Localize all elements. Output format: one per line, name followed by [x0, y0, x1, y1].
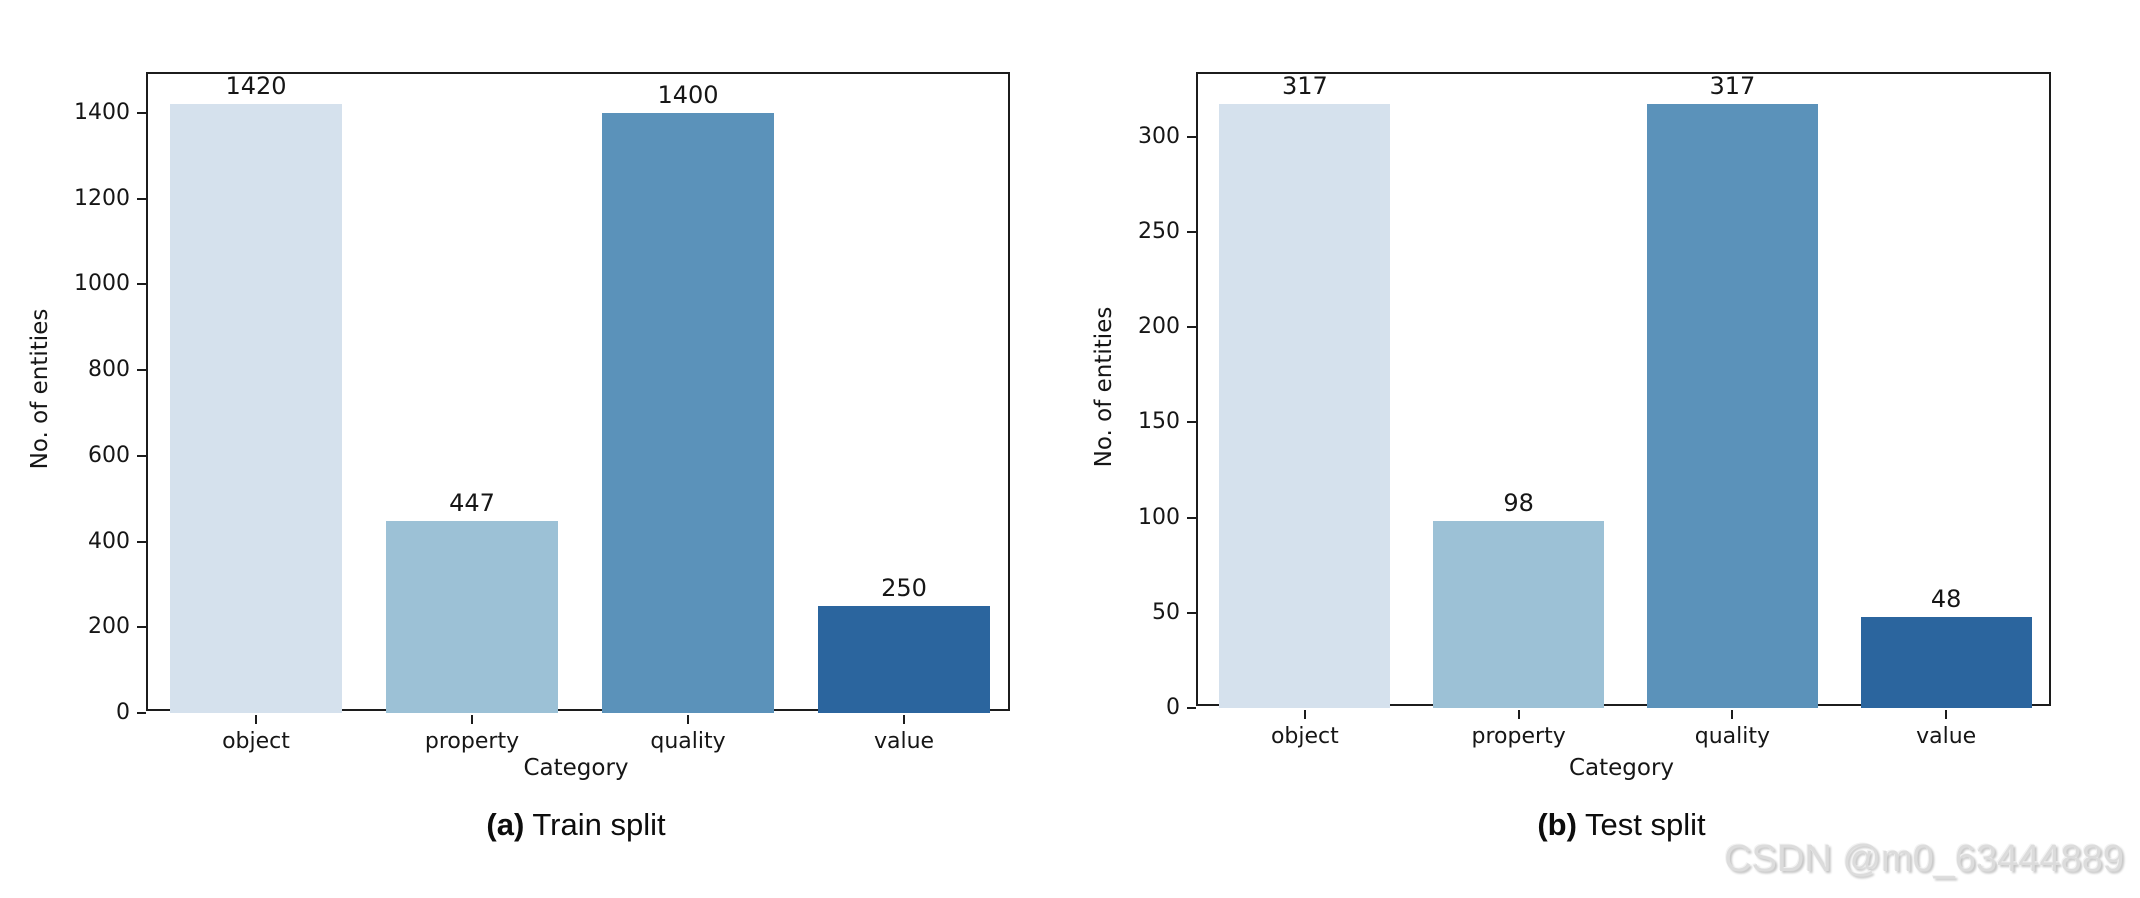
train-split-chart: 0 200 400 600 800 1000 1200 1400 1420 object 447 pr…: [74, 72, 1010, 754]
y-tick-mark: [137, 112, 146, 114]
x-tick-label-property: property: [424, 729, 520, 754]
y-tick-label: 800: [88, 357, 130, 383]
x-tick-label-quality: quality: [1694, 724, 1770, 749]
train-y-axis-label: No. of entities: [27, 308, 53, 470]
y-tick-label: 0: [116, 700, 130, 725]
bar-value-label-property: 447: [449, 489, 495, 518]
bar-value: [817, 605, 991, 713]
y-tick-mark: [137, 197, 146, 200]
y-tick-mark: [137, 454, 146, 457]
bar-value: [1860, 616, 2032, 708]
x-tick-label-value: value: [1916, 724, 1977, 749]
y-tick-label: 150: [1138, 409, 1180, 435]
bar-object: [169, 104, 343, 713]
test-caption-text: Test split: [1585, 807, 1706, 842]
test-split-chart: 0 50 100 150 200 250 300 317 object 98 property 317…: [1138, 72, 2051, 749]
bar-quality: [1646, 104, 1818, 708]
y-tick-mark: [1187, 611, 1196, 614]
y-tick-mark: [137, 283, 146, 286]
bar-property: [1433, 521, 1605, 708]
x-tick-label-property: property: [1471, 724, 1566, 749]
test-caption-marker: (b): [1537, 807, 1577, 842]
x-tick-label-value: value: [873, 729, 935, 754]
y-tick-mark: [1187, 326, 1196, 329]
bar-property: [385, 521, 559, 713]
x-tick-mark: [1731, 710, 1734, 719]
bar-value-label-object: 1420: [225, 72, 287, 101]
y-tick-mark: [1187, 421, 1196, 424]
y-tick-label: 200: [1138, 314, 1180, 340]
test-y-axis-label: No. of entities: [1091, 306, 1117, 468]
x-tick-mark: [471, 715, 473, 724]
y-tick-label: 600: [88, 442, 130, 468]
y-tick-label: 1400: [74, 100, 130, 125]
train-caption-marker: (a): [486, 807, 525, 842]
bar-object: [1219, 104, 1391, 708]
y-tick-mark: [137, 626, 146, 629]
test-caption: (b) Test split: [1196, 806, 2047, 844]
y-tick-label: 200: [88, 614, 130, 640]
y-tick-mark: [1187, 231, 1196, 234]
y-tick-mark: [1187, 135, 1196, 138]
x-tick-mark: [255, 715, 257, 724]
bar-value-label-object: 317: [1281, 72, 1328, 101]
bar-value-label-quality: 317: [1709, 72, 1756, 101]
bar-quality: [601, 113, 775, 713]
csdn-watermark: CSDN @m0_63444889: [1724, 838, 2124, 880]
x-tick-mark: [903, 715, 905, 724]
y-tick-mark: [137, 712, 146, 714]
x-tick-mark: [1945, 710, 1948, 719]
test-x-axis-label: Category: [1568, 755, 1675, 781]
x-tick-mark: [1517, 710, 1520, 719]
x-tick-mark: [1303, 710, 1306, 719]
bar-value-label-value: 250: [881, 573, 927, 602]
y-tick-mark: [137, 540, 146, 543]
y-tick-label: 400: [88, 528, 130, 554]
x-tick-label-object: object: [1270, 724, 1339, 749]
y-tick-mark: [137, 369, 146, 372]
y-tick-mark: [1187, 707, 1196, 709]
x-tick-label-object: object: [222, 729, 290, 754]
train-x-axis-label: Category: [523, 755, 629, 781]
bar-value-label-quality: 1400: [657, 81, 719, 109]
y-tick-label: 300: [1138, 123, 1180, 149]
y-tick-label: 50: [1152, 599, 1180, 625]
y-tick-label: 0: [1166, 695, 1180, 720]
y-tick-label: 250: [1138, 219, 1180, 245]
train-caption: (a) Train split: [146, 806, 1006, 844]
x-tick-label-quality: quality: [650, 729, 726, 754]
bar-value-label-property: 98: [1503, 489, 1534, 518]
bar-value-label-value: 48: [1930, 584, 1962, 613]
x-tick-mark: [687, 715, 689, 724]
y-tick-label: 1000: [74, 271, 130, 297]
y-tick-label: 1200: [74, 185, 130, 211]
train-caption-text: Train split: [532, 807, 666, 842]
y-tick-label: 100: [1138, 504, 1180, 530]
y-tick-mark: [1187, 516, 1196, 519]
